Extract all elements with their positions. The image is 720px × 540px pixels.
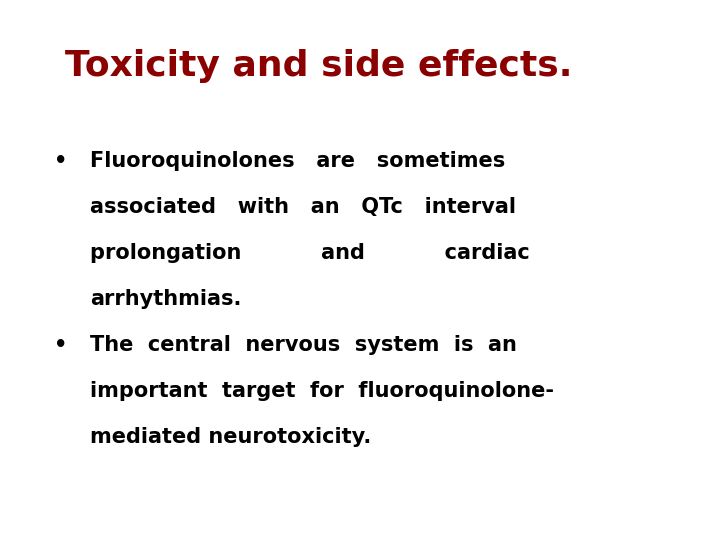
Text: Fluoroquinolones   are   sometimes: Fluoroquinolones are sometimes	[90, 151, 505, 171]
Text: Toxicity and side effects.: Toxicity and side effects.	[65, 49, 572, 83]
Text: important  target  for  fluoroquinolone-: important target for fluoroquinolone-	[90, 381, 554, 401]
Text: arrhythmias.: arrhythmias.	[90, 289, 241, 309]
Text: The  central  nervous  system  is  an: The central nervous system is an	[90, 335, 517, 355]
Text: •: •	[54, 151, 68, 171]
Text: mediated neurotoxicity.: mediated neurotoxicity.	[90, 427, 372, 447]
Text: prolongation           and           cardiac: prolongation and cardiac	[90, 243, 530, 263]
Text: •: •	[54, 335, 68, 355]
Text: associated   with   an   QTc   interval: associated with an QTc interval	[90, 197, 516, 217]
